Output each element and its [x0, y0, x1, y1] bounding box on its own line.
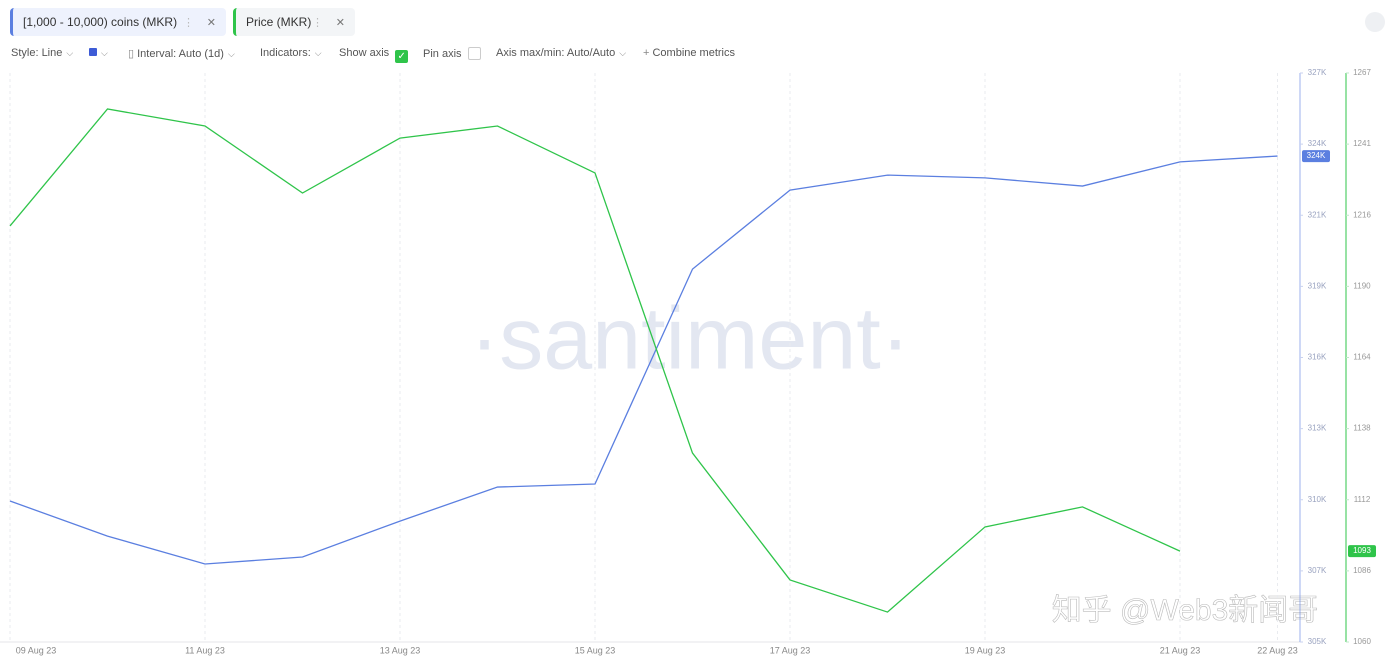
x-tick-label: 11 Aug 23 — [185, 645, 225, 655]
settings-button[interactable] — [1365, 12, 1385, 32]
y-tick-label: 327K — [1308, 68, 1327, 77]
menu-icon[interactable]: ⋮ — [183, 16, 194, 29]
value-badge — [1348, 545, 1376, 558]
x-tick-label: 22 Aug 23 — [1257, 645, 1298, 655]
y2-tick-label: 1086 — [1353, 566, 1371, 575]
close-icon[interactable]: ✕ — [206, 16, 216, 29]
label: Interval: Auto (1d) — [137, 48, 224, 60]
show-axis-toggle[interactable]: Show axis ✓ — [339, 47, 409, 63]
y2-tick-label: 1060 — [1353, 637, 1371, 646]
y-tick-label: 324K — [1308, 139, 1327, 148]
color-select[interactable]: ⌵ — [89, 47, 108, 59]
close-icon[interactable]: ✕ — [335, 16, 345, 29]
y-tick-label: 305K — [1308, 637, 1327, 646]
label: Pin axis — [423, 48, 462, 60]
watermark: ·santiment· — [470, 288, 910, 387]
x-tick-label: 17 Aug 23 — [770, 645, 811, 655]
x-tick-label: 13 Aug 23 — [380, 645, 421, 655]
menu-icon[interactable]: ⋮ — [312, 16, 323, 29]
metric-tab[interactable]: Price (MKR) ⋮ ✕ — [233, 8, 355, 36]
label: Style: Line — [11, 47, 63, 59]
y2-tick-label: 1138 — [1353, 424, 1371, 433]
interval-select[interactable]: ▯ Interval: Auto (1d) ⌵ — [128, 48, 235, 60]
x-tick-label: 21 Aug 23 — [1160, 645, 1201, 655]
combine-button[interactable]: + Combine metrics — [643, 47, 736, 59]
y2-tick-label: 1190 — [1353, 281, 1371, 290]
label: Combine metrics — [652, 47, 736, 59]
axis-minmax-select[interactable]: Axis max/min: Auto/Auto ⌵ — [496, 47, 627, 59]
indicators-select[interactable]: Indicators: ⌵ — [260, 47, 322, 59]
metric-name: Price (MKR) — [246, 15, 312, 29]
value-label: 324K — [1307, 151, 1326, 160]
y2-tick-label: 1267 — [1353, 68, 1371, 77]
metric-name: [1,000 - 10,000) coins (MKR) — [23, 15, 178, 29]
y-tick-label: 310K — [1308, 495, 1327, 504]
label: Show axis — [339, 47, 390, 59]
x-tick-label: 15 Aug 23 — [575, 645, 616, 655]
value-label: 1093 — [1353, 546, 1371, 555]
y2-tick-label: 1164 — [1353, 353, 1371, 362]
y2-tick-label: 1216 — [1353, 210, 1371, 219]
y-tick-label: 313K — [1308, 424, 1327, 433]
series-line — [9, 155, 1278, 565]
label: Indicators: — [260, 47, 311, 59]
series-line — [9, 108, 1181, 613]
value-badge — [1302, 150, 1330, 163]
y-tick-label: 307K — [1308, 566, 1327, 575]
y-tick-label: 321K — [1308, 210, 1327, 219]
y-tick-label: 316K — [1308, 353, 1327, 362]
label: Axis max/min: Auto/Auto — [496, 47, 616, 59]
x-tick-label: 09 Aug 23 — [16, 645, 57, 655]
y2-tick-label: 1112 — [1354, 495, 1371, 504]
x-tick-label: 19 Aug 23 — [965, 645, 1006, 655]
metric-tab[interactable]: [1,000 - 10,000) coins (MKR) ⋮ ✕ — [10, 8, 226, 36]
y-tick-label: 319K — [1308, 281, 1327, 290]
y2-tick-label: 1241 — [1353, 139, 1371, 148]
pin-axis-toggle[interactable]: Pin axis — [423, 47, 481, 60]
credit: 知乎 @Web3新闻哥 — [1052, 594, 1319, 627]
style-select[interactable]: Style: Line ⌵ — [11, 47, 74, 59]
